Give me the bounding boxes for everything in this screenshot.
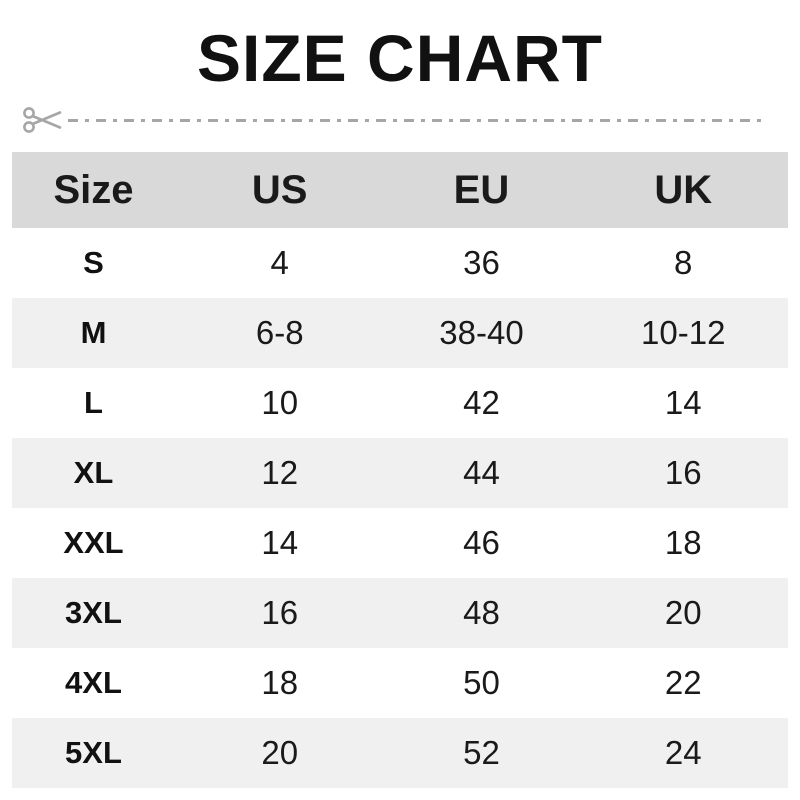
table-row: 3XL 16 48 20 [12,578,788,648]
scissors-icon [23,107,62,133]
cut-dashed-line [68,118,766,122]
size-table: Size US EU UK S 4 36 8 M 6-8 38-40 10-12… [12,152,788,788]
us-value: 10 [261,384,299,421]
us-value: 14 [261,524,299,561]
table-row: XL 12 44 16 [12,438,788,508]
column-header-size: Size [53,167,134,212]
uk-value: 10-12 [641,314,726,351]
uk-value: 16 [664,454,702,491]
uk-value: 20 [664,594,702,631]
eu-value: 44 [463,454,500,491]
table-row: 5XL 20 52 24 [12,718,788,788]
uk-value: 18 [664,524,702,561]
table-row: L 10 42 14 [12,368,788,438]
eu-value: 50 [463,664,500,701]
uk-value: 14 [664,384,702,421]
page-title: SIZE CHART [197,21,603,95]
eu-value: 42 [463,384,500,421]
size-label: M [80,315,107,350]
table-row: 4XL 18 50 22 [12,648,788,718]
size-label: XL [73,455,114,490]
us-value: 6-8 [255,314,304,351]
size-label: 4XL [65,665,122,700]
uk-value: 8 [674,244,693,281]
us-value: 16 [261,594,299,631]
uk-value: 22 [664,664,702,701]
us-value: 4 [270,244,289,281]
table-row: M 6-8 38-40 10-12 [12,298,788,368]
cut-line [22,96,766,144]
table-row: S 4 36 8 [12,228,788,298]
eu-value: 52 [463,734,500,771]
us-value: 18 [261,664,299,701]
size-label: S [83,245,104,280]
eu-value: 46 [463,524,500,561]
eu-value: 38-40 [439,314,524,351]
eu-value: 36 [463,244,500,281]
us-value: 12 [261,454,299,491]
size-label: 3XL [65,595,122,630]
column-header-uk: UK [654,167,713,212]
column-header-eu: EU [453,167,510,212]
size-label: 5XL [65,735,122,770]
size-label: L [84,385,103,420]
table-row: XXL 14 46 18 [12,508,788,578]
us-value: 20 [261,734,299,771]
uk-value: 24 [664,734,702,771]
eu-value: 48 [463,594,500,631]
column-header-us: US [251,167,308,212]
size-label: XXL [63,525,124,560]
table-header-row: Size US EU UK [12,152,788,228]
